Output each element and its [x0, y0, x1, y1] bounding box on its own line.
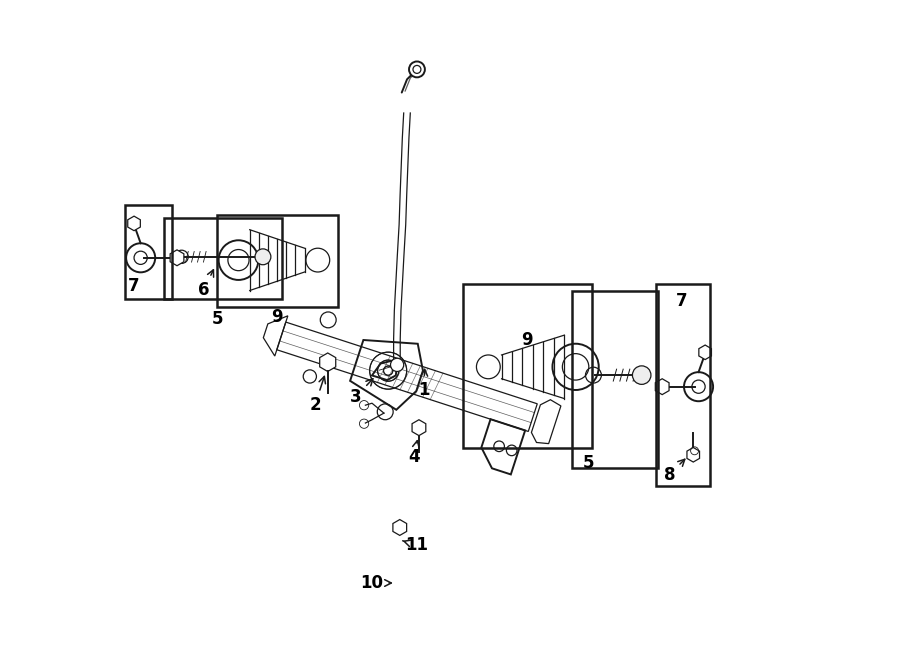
Text: 5: 5	[583, 453, 595, 472]
Polygon shape	[320, 353, 336, 371]
Text: 11: 11	[402, 536, 428, 555]
Text: 4: 4	[408, 441, 419, 467]
Polygon shape	[393, 520, 407, 535]
Polygon shape	[655, 379, 669, 395]
Text: 6: 6	[198, 270, 213, 299]
Polygon shape	[698, 345, 711, 360]
Text: 7: 7	[676, 292, 688, 310]
Bar	[572, 291, 658, 468]
Text: 3: 3	[350, 379, 373, 406]
Text: 9: 9	[271, 308, 283, 327]
Polygon shape	[128, 216, 140, 231]
Bar	[165, 218, 282, 299]
Text: 2: 2	[310, 376, 326, 414]
Text: 8: 8	[663, 459, 685, 484]
Polygon shape	[412, 420, 426, 436]
Circle shape	[633, 366, 651, 385]
Circle shape	[409, 61, 425, 77]
Text: 10: 10	[361, 574, 392, 592]
Polygon shape	[687, 447, 699, 462]
Bar	[125, 205, 173, 299]
Text: 5: 5	[212, 309, 223, 328]
Polygon shape	[170, 250, 184, 266]
Circle shape	[255, 249, 271, 264]
Circle shape	[391, 358, 404, 371]
Text: 7: 7	[128, 276, 140, 295]
Text: 1: 1	[418, 369, 429, 399]
Text: 9: 9	[521, 331, 533, 350]
Bar	[464, 284, 592, 448]
Bar	[217, 215, 338, 307]
Bar	[656, 284, 710, 486]
